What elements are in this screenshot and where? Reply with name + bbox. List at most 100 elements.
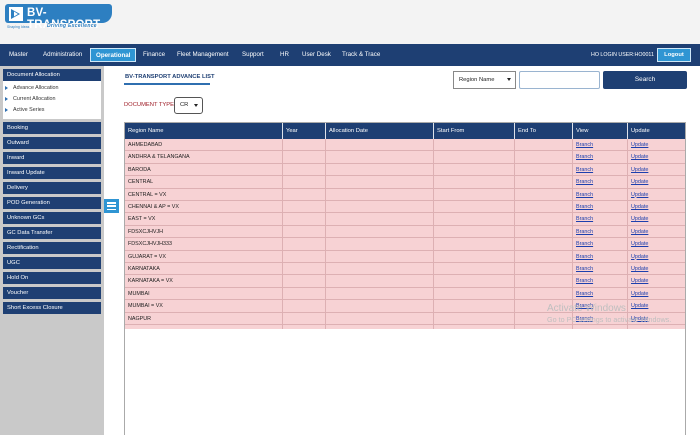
update-link[interactable]: Update: [631, 278, 649, 285]
branch-view-link[interactable]: Branch: [576, 241, 594, 248]
branch-view-link[interactable]: Branch: [576, 191, 594, 198]
submenu-arrow-icon: [5, 86, 8, 90]
region-name-cell: MUMBAI: [128, 290, 150, 297]
sidebar-item-rectification[interactable]: Rectification: [3, 242, 101, 254]
search-button[interactable]: Search: [603, 71, 687, 89]
sidebar-item-booking[interactable]: Booking: [3, 122, 101, 134]
login-user-label: HO LOGIN USER:HO0011: [591, 52, 654, 58]
sidebar-subitem-current-allocation[interactable]: Current Allocation: [5, 94, 56, 104]
table-row: BARODA Branch Update: [125, 164, 685, 177]
table-row: AHMEDABAD Branch Update: [125, 139, 685, 152]
advance-list-table: Region Name Year Allocation Date Start F…: [124, 122, 686, 435]
col-header-end-to: End To: [518, 128, 536, 134]
branch-view-link[interactable]: Branch: [576, 154, 594, 161]
branch-view-link[interactable]: Branch: [576, 303, 594, 310]
branch-view-link[interactable]: Branch: [576, 253, 594, 260]
nav-master[interactable]: Master: [9, 51, 28, 58]
col-header-view: View: [576, 128, 589, 134]
sidebar-toggle-menu-icon[interactable]: [104, 199, 119, 213]
nav-track-trace[interactable]: Track & Trace: [342, 51, 381, 58]
branch-view-link[interactable]: Branch: [576, 179, 594, 186]
sidebar-item-voucher[interactable]: Voucher: [3, 287, 101, 299]
branch-view-link[interactable]: Branch: [576, 166, 594, 173]
region-name-cell: MUMBAI = VX: [128, 303, 163, 310]
update-link[interactable]: Update: [631, 266, 649, 272]
logout-button[interactable]: Logout: [657, 48, 691, 62]
sidebar-section-document-allocation[interactable]: Document Allocation: [3, 69, 101, 81]
update-link[interactable]: Update: [631, 315, 649, 322]
col-header-start-from: Start From: [437, 128, 465, 134]
nav-support[interactable]: Support: [242, 51, 264, 58]
branch-view-link[interactable]: Branch: [576, 290, 594, 297]
nav-operational[interactable]: Operational: [90, 48, 137, 62]
table-row: CENTRAL = VX Branch Update: [125, 189, 685, 201]
branch-view-link[interactable]: Branch: [576, 278, 594, 285]
update-link[interactable]: Update: [631, 191, 649, 198]
table-row: FDSXCJHVJH Branch Update: [125, 226, 685, 239]
table-row: NAGPUR Branch Update: [125, 313, 685, 325]
chevron-down-icon: [507, 78, 511, 81]
nav-finance[interactable]: Finance: [143, 51, 166, 58]
update-link[interactable]: Update: [631, 241, 649, 248]
sidebar-item-pod-generation[interactable]: POD Generation: [3, 197, 101, 209]
sidebar-subitem-label: Current Allocation: [13, 96, 56, 102]
branch-view-link[interactable]: Branch: [576, 142, 594, 148]
search-input[interactable]: [519, 71, 600, 89]
branch-view-link[interactable]: Branch: [576, 216, 594, 223]
branch-view-link[interactable]: Branch: [576, 204, 594, 210]
update-link[interactable]: Update: [631, 216, 649, 223]
title-underline: [124, 83, 210, 85]
branch-view-link[interactable]: Branch: [576, 315, 594, 322]
update-link[interactable]: Update: [631, 154, 649, 161]
sidebar-subitem-label: Active Series: [13, 107, 45, 113]
brand-name: BV-TRANSPORT: [27, 7, 101, 31]
col-header-region-name: Region Name: [128, 128, 164, 134]
sidebar-item-outward[interactable]: Outward: [3, 137, 101, 149]
sidebar-submenu: Advance Allocation Current Allocation Ac…: [3, 81, 101, 119]
windows-activation-hint: Go to PC settings to activate Windows.: [547, 315, 672, 324]
document-type-value: CR: [180, 102, 189, 108]
region-name-cell: KARNATAKA = VX: [128, 278, 173, 285]
table-row: ANDHRA & TELANGANA Branch Update: [125, 151, 685, 164]
region-name-cell: NAGPUR: [128, 315, 152, 322]
update-link[interactable]: Update: [631, 166, 649, 173]
header-divider: [325, 123, 326, 139]
sidebar-item-delivery[interactable]: Delivery: [3, 182, 101, 194]
header-divider: [433, 123, 434, 139]
sidebar: Document Allocation Advance Allocation C…: [0, 66, 104, 435]
update-link[interactable]: Update: [631, 303, 649, 310]
sidebar-subitem-advance-allocation[interactable]: Advance Allocation: [5, 83, 59, 93]
update-link[interactable]: Update: [631, 290, 649, 297]
nav-user-desk[interactable]: User Desk: [302, 51, 331, 58]
page-title: BV-TRANSPORT ADVANCE LIST: [125, 74, 215, 80]
update-link[interactable]: Update: [631, 228, 649, 235]
sidebar-item-unknown-gcs[interactable]: Unknown GCs: [3, 212, 101, 224]
sidebar-item-hold-on[interactable]: Hold On: [3, 272, 101, 284]
column-divider: [325, 139, 326, 329]
sidebar-subitem-label: Advance Allocation: [13, 85, 59, 91]
sidebar-item-inward[interactable]: Inward: [3, 152, 101, 164]
update-link[interactable]: Update: [631, 179, 649, 186]
sidebar-item-ugc[interactable]: UGC: [3, 257, 101, 269]
table-row: KARNATAKA = VX Branch Update: [125, 275, 685, 288]
brand-logo[interactable]: BV-TRANSPORT Shaping Ideas Driving Excel…: [5, 4, 112, 34]
sidebar-item-gc-data-transfer[interactable]: GC Data Transfer: [3, 227, 101, 239]
nav-administration[interactable]: Administration: [43, 51, 83, 58]
branch-view-link[interactable]: Branch: [576, 266, 594, 272]
region-name-cell: CENTRAL: [128, 179, 154, 186]
document-type-select[interactable]: CR: [174, 97, 203, 114]
header-divider: [572, 123, 573, 139]
update-link[interactable]: Update: [631, 204, 649, 210]
nav-fleet-management[interactable]: Fleet Management: [177, 51, 229, 58]
sidebar-item-inward-update[interactable]: Inward Update: [3, 167, 101, 179]
table-header: Region Name Year Allocation Date Start F…: [125, 123, 685, 139]
nav-hr[interactable]: HR: [280, 51, 289, 58]
sidebar-item-short-excess-closure[interactable]: Short Excess Closure: [3, 302, 101, 314]
sidebar-subitem-active-series[interactable]: Active Series: [5, 105, 45, 115]
branch-view-link[interactable]: Branch: [576, 228, 594, 235]
update-link[interactable]: Update: [631, 253, 649, 260]
update-link[interactable]: Update: [631, 142, 649, 148]
column-divider: [433, 139, 434, 329]
logo-badge: [5, 4, 112, 23]
region-name-select[interactable]: Region Name: [453, 71, 516, 89]
